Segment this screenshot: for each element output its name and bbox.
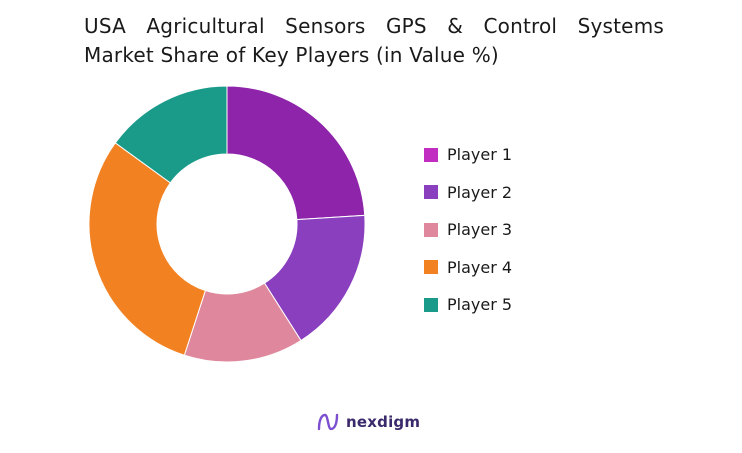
chart-title-line2: Market Share of Key Players (in Value %) (84, 43, 499, 67)
chart-title-line1: USA Agricultural Sensors GPS & Control S… (84, 14, 664, 38)
legend-item-1: Player 1 (424, 136, 512, 174)
legend-item-3: Player 3 (424, 211, 512, 249)
legend-swatch-5 (424, 297, 438, 312)
donut-slice-4 (88, 142, 206, 356)
brand-logo-text: nexdigm (346, 413, 421, 431)
legend-item-4: Player 4 (424, 249, 512, 287)
donut-slice-1 (226, 85, 366, 221)
legend-item-5: Player 5 (424, 286, 512, 324)
legend-swatch-4 (424, 260, 438, 275)
legend-label-2: Player 2 (447, 182, 513, 202)
chart-title: USA Agricultural Sensors GPS & Control S… (84, 12, 664, 70)
legend-swatch-2 (424, 185, 438, 200)
legend-swatch-3 (424, 222, 438, 237)
legend-item-2: Player 2 (424, 174, 512, 212)
nexdigm-logo-icon (317, 413, 339, 431)
legend-label-3: Player 3 (447, 220, 513, 240)
legend-label-4: Player 4 (447, 257, 513, 277)
legend-label-1: Player 1 (447, 145, 513, 165)
donut-slice-5 (114, 85, 228, 184)
donut-slice-2 (263, 214, 366, 342)
brand-logo: nexdigm (316, 411, 420, 433)
chart-legend: Player 1 Player 2 Player 3 Player 4 Player 5 (424, 136, 512, 324)
legend-label-5: Player 5 (447, 295, 513, 315)
legend-swatch-1 (424, 147, 438, 162)
